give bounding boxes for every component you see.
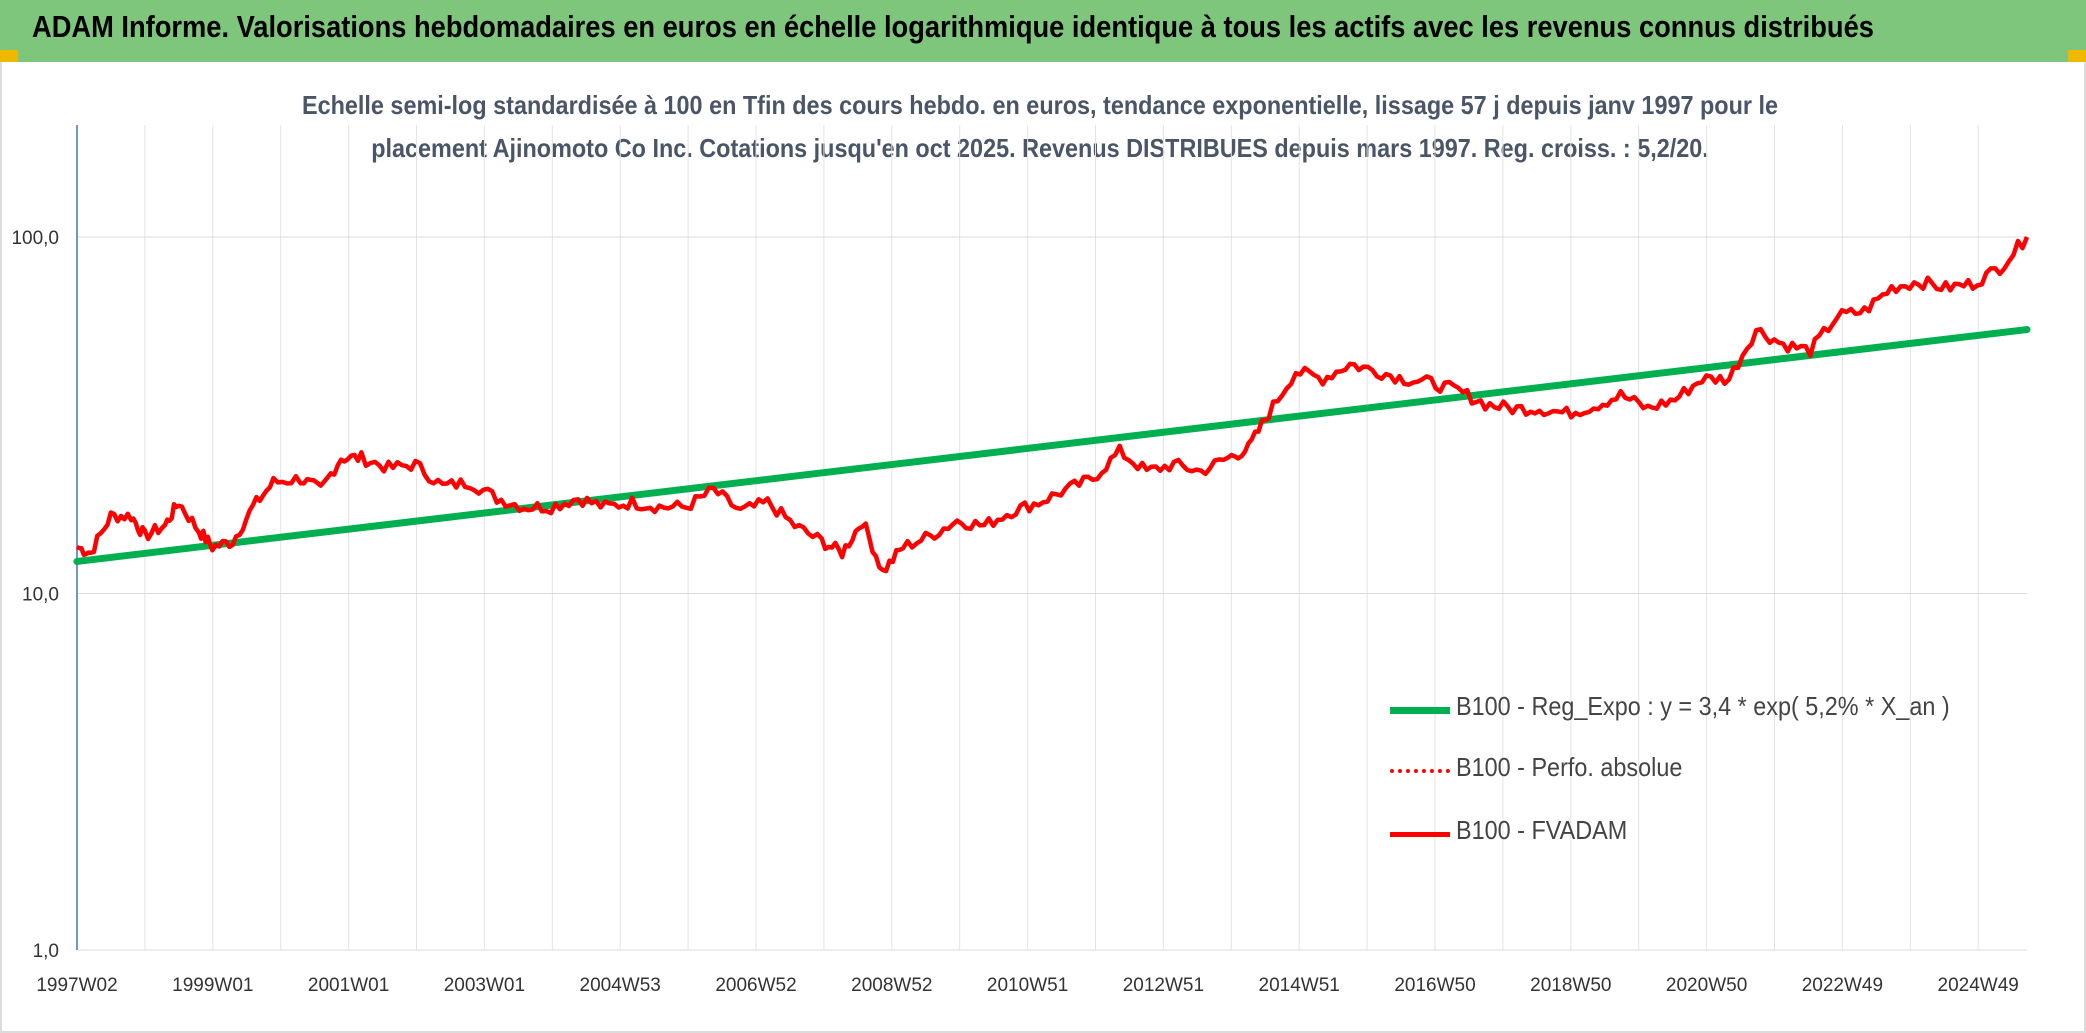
x-tick-label: 2010W51 xyxy=(987,975,1068,996)
legend-label-regression: B100 - Reg_Expo : y = 3,4 * exp( 5,2% * … xyxy=(1456,691,1950,721)
x-tick-label: 2012W51 xyxy=(1123,975,1204,996)
corner-marker-right xyxy=(2068,50,2086,62)
y-tick-label: 100,0 xyxy=(11,228,59,249)
x-tick-label: 2018W50 xyxy=(1530,975,1611,996)
x-tick-label: 1999W01 xyxy=(172,975,253,996)
chart-tick-labels: 1,0 10,0 100,0 1997W02 1999W01 2001W01 2003W01… xyxy=(11,228,2018,996)
x-tick-label: 2006W52 xyxy=(715,975,796,996)
x-tick-label: 2003W01 xyxy=(444,975,525,996)
x-tick-label: 2004W53 xyxy=(580,975,661,996)
y-tick-label: 10,0 xyxy=(22,585,59,606)
chart-grid xyxy=(76,125,2027,951)
x-tick-label: 2008W52 xyxy=(851,975,932,996)
x-tick-label: 2016W50 xyxy=(1394,975,1475,996)
y-tick-label: 1,0 xyxy=(33,941,59,962)
legend-label-fvadam: B100 - FVADAM xyxy=(1456,815,1628,845)
header-bar: ADAM Informe. Valorisations hebdomadaire… xyxy=(0,0,2086,62)
chart-series xyxy=(73,236,2031,574)
chart-subtitle-line1: Echelle semi-log standardisée à 100 en T… xyxy=(301,90,1778,120)
x-tick-label: 2022W49 xyxy=(1802,975,1883,996)
chart-subtitle-line2: placement Ajinomoto Co Inc. Cotations ju… xyxy=(371,133,1709,163)
legend-label-absolute: B100 - Perfo. absolue xyxy=(1456,752,1683,782)
x-tick-label: 2024W49 xyxy=(1938,975,2019,996)
series-fvadam-line xyxy=(76,236,2030,574)
legend-swatch-fvadam xyxy=(1390,832,1450,837)
corner-marker-left xyxy=(0,50,18,62)
x-tick-label: 1997W02 xyxy=(36,975,117,996)
x-tick-label: 2001W01 xyxy=(308,975,389,996)
series-regression-line xyxy=(73,326,2031,565)
header-title: ADAM Informe. Valorisations hebdomadaire… xyxy=(32,9,1874,44)
x-tick-label: 2014W51 xyxy=(1259,975,1340,996)
legend-swatch-absolute xyxy=(1390,769,1450,773)
legend-swatch-regression xyxy=(1390,707,1450,714)
x-tick-label: 2020W50 xyxy=(1666,975,1747,996)
chart-frame xyxy=(0,62,2086,1033)
